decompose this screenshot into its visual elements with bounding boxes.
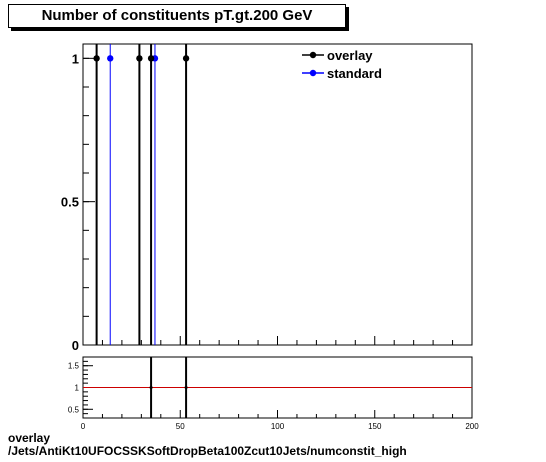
ratio-x-tick-label: 150 [368, 422, 382, 431]
main-plot-frame [82, 43, 473, 346]
ratio-x-tick-label: 0 [81, 422, 86, 431]
standard-legend-label: standard [327, 66, 382, 81]
ratio-x-tick-label: 50 [176, 422, 185, 431]
standard-legend-marker [309, 69, 317, 77]
overlay-point [136, 55, 143, 62]
footer-caption: overlay /Jets/AntiKt10UFOCSSKSoftDropBet… [8, 432, 407, 458]
ratio-y-tick-label: 1.5 [68, 362, 80, 371]
standard-point [107, 55, 114, 62]
main-y-tick-label: 0 [72, 338, 79, 353]
overlay-point [93, 55, 100, 62]
overlay-legend-marker [309, 51, 317, 59]
ratio-x-tick-label: 100 [271, 422, 285, 431]
footer-line-2: /Jets/AntiKt10UFOCSSKSoftDropBeta100Zcut… [8, 444, 407, 458]
chart-title: Number of constituents pT.gt.200 GeV [41, 7, 313, 24]
footer-line-1: overlay [8, 431, 51, 445]
main-y-tick-label: 0.5 [61, 195, 79, 210]
overlay-point [147, 55, 155, 62]
ratio-y-tick-label: 1 [75, 384, 80, 393]
overlay-legend-label: overlay [327, 48, 373, 63]
ratio-point [184, 386, 188, 389]
ratio-x-tick-label: 200 [465, 422, 479, 431]
main-y-tick-label: 1 [72, 51, 79, 66]
ratio-y-tick-label: 0.5 [68, 405, 80, 414]
ratio-point [149, 386, 153, 389]
title-box: Number of constituents pT.gt.200 GeV [8, 4, 346, 28]
overlay-point [182, 55, 190, 62]
